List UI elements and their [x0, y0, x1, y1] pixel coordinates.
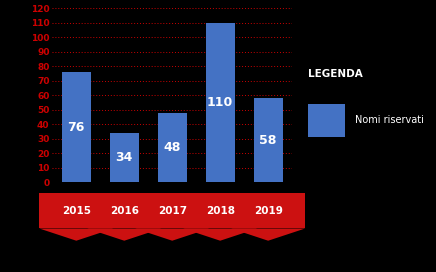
Bar [110, 133, 139, 182]
Text: Nomi riservati: Nomi riservati [355, 115, 424, 125]
Text: 48: 48 [164, 141, 181, 154]
Bar [158, 113, 187, 182]
FancyBboxPatch shape [307, 104, 345, 137]
Bar [206, 23, 235, 182]
Text: 34: 34 [116, 151, 133, 164]
Text: 76: 76 [68, 120, 85, 134]
Bar [62, 72, 91, 182]
Text: 2017: 2017 [158, 206, 187, 216]
Text: 2019: 2019 [254, 206, 283, 216]
Text: 2018: 2018 [206, 206, 235, 216]
Bar [254, 98, 283, 182]
Text: LEGENDA: LEGENDA [307, 69, 362, 79]
Text: 110: 110 [207, 96, 233, 109]
Text: 2015: 2015 [62, 206, 91, 216]
Text: 58: 58 [259, 134, 277, 147]
Text: 2016: 2016 [110, 206, 139, 216]
